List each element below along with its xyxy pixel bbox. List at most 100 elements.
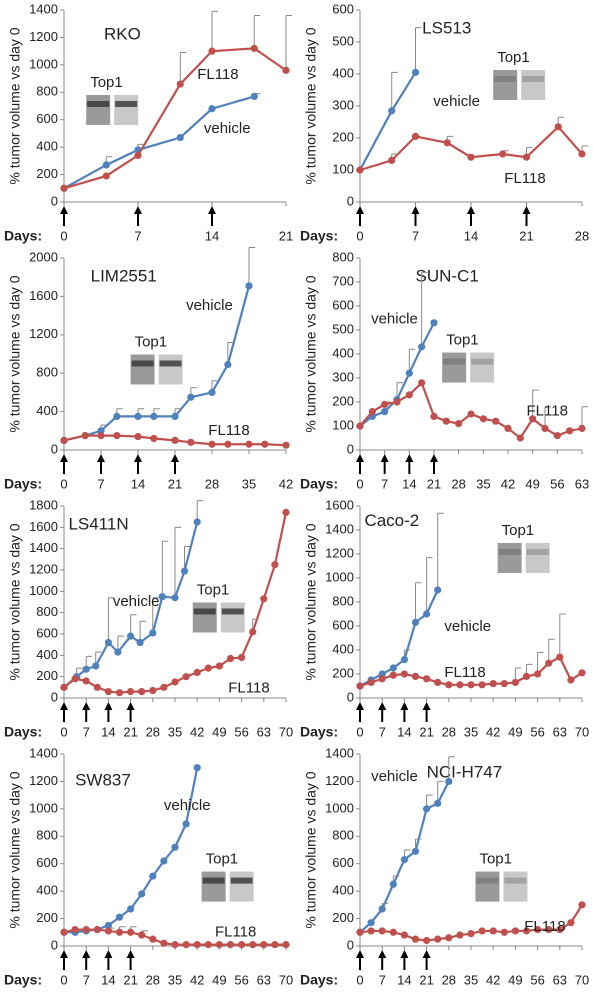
data-point: [60, 683, 68, 691]
inset-label: Top1: [502, 522, 535, 539]
panel: 0 100 200 300 400 500 600 0 7 14 21 28 Days: % tumor …: [300, 1, 589, 243]
blot-lane: [114, 94, 139, 125]
y-tick-label: 1200: [29, 326, 58, 341]
data-point: [127, 632, 135, 640]
x-tick-label: 7: [97, 476, 104, 491]
x-tick-label: 0: [356, 228, 363, 243]
data-point: [500, 928, 508, 936]
data-point: [479, 415, 487, 423]
y-tick-label: 300: [332, 97, 354, 112]
data-point: [187, 438, 195, 446]
y-tick-label: 200: [332, 910, 354, 925]
data-point: [160, 857, 168, 865]
panel: 0 200 400 600 800 1000 1200 1400 0 7 14 21 28 35 42 49 5…: [300, 745, 589, 987]
x-tick-label: 42: [279, 476, 293, 491]
dose-arrow-head: [467, 206, 475, 214]
data-point: [113, 432, 121, 440]
dose-arrow-head: [400, 702, 409, 710]
blot-band: [131, 360, 154, 367]
data-point: [261, 440, 269, 448]
x-tick-label: 42: [486, 724, 500, 739]
data-point: [578, 150, 586, 158]
series-label: vehicle: [433, 93, 480, 110]
data-point: [522, 153, 531, 161]
y-tick-label: 400: [36, 647, 58, 662]
data-point: [224, 360, 232, 369]
data-point: [411, 847, 420, 855]
data-point: [434, 935, 442, 943]
dose-arrow-head: [60, 454, 68, 462]
dose-arrow-head: [356, 702, 364, 710]
data-point: [467, 410, 475, 418]
data-point: [245, 282, 253, 290]
data-point: [566, 427, 574, 435]
x-tick-label: 56: [234, 724, 248, 739]
dose-arrow-head: [82, 702, 91, 710]
data-point: [224, 440, 232, 448]
dose-arrow-head: [134, 454, 142, 462]
dose-arrow-head: [171, 454, 179, 462]
panel: 0 200 400 600 800 1000 1200 1400 1600 0 7 14 21 28 35 4…: [300, 497, 589, 739]
blot-lane: [442, 352, 467, 383]
x-tick-label: 0: [60, 228, 67, 243]
data-point: [411, 618, 420, 627]
data-point: [418, 379, 426, 387]
x-tick-label: 28: [442, 972, 456, 987]
y-tick-label: 600: [332, 1, 354, 16]
y-tick-label: 100: [332, 417, 354, 432]
data-point: [467, 153, 475, 161]
series-label: FL118: [197, 66, 238, 83]
data-point: [127, 688, 135, 696]
x-tick-label: 14: [131, 476, 145, 491]
blot-lane: [192, 602, 217, 633]
y-axis-label: % tumor volume vs day 0: [7, 275, 23, 432]
data-point: [434, 678, 442, 687]
data-point: [171, 412, 179, 420]
data-point: [250, 92, 258, 100]
series-label: vehicle: [371, 310, 418, 327]
data-point: [138, 931, 146, 939]
data-point: [60, 436, 68, 444]
data-point: [478, 681, 486, 689]
data-point: [81, 432, 89, 440]
data-point: [238, 653, 246, 662]
blot-band: [498, 548, 521, 555]
y-tick-label: 400: [332, 641, 354, 656]
x-axis-label: Days:: [4, 724, 42, 740]
blot-lane: [493, 70, 518, 100]
error-bar: [107, 597, 115, 643]
x-tick-label: 35: [464, 972, 478, 987]
data-point: [104, 927, 112, 935]
x-tick-label: 21: [519, 228, 533, 243]
x-tick-label: 56: [234, 972, 248, 987]
x-tick-label: 70: [279, 972, 293, 987]
data-point: [180, 567, 189, 575]
data-point: [411, 935, 420, 943]
x-tick-label: 42: [190, 724, 204, 739]
blot-lane: [201, 871, 226, 902]
error-bar: [227, 341, 234, 365]
blot-band: [230, 877, 253, 884]
error-bar: [437, 512, 444, 590]
error-bar: [408, 348, 416, 374]
data-point: [215, 662, 223, 670]
x-tick-label: 14: [397, 724, 411, 739]
x-axis-label: Days:: [300, 724, 338, 740]
data-point: [456, 931, 464, 939]
x-tick-label: 28: [575, 228, 589, 243]
data-point: [182, 673, 190, 681]
dose-arrow-head: [208, 206, 216, 214]
data-point: [389, 671, 397, 679]
data-point: [389, 880, 397, 888]
y-tick-label: 800: [332, 249, 354, 264]
data-point: [400, 856, 408, 864]
data-point: [516, 434, 524, 442]
dose-arrow-head: [422, 702, 431, 710]
error-bar: [448, 756, 455, 782]
x-tick-label: 70: [575, 972, 589, 987]
panel-title: SW837: [75, 770, 131, 789]
data-point: [102, 172, 110, 180]
x-tick-label: 35: [168, 724, 182, 739]
y-tick-label: 200: [332, 393, 354, 408]
data-point: [282, 66, 290, 74]
